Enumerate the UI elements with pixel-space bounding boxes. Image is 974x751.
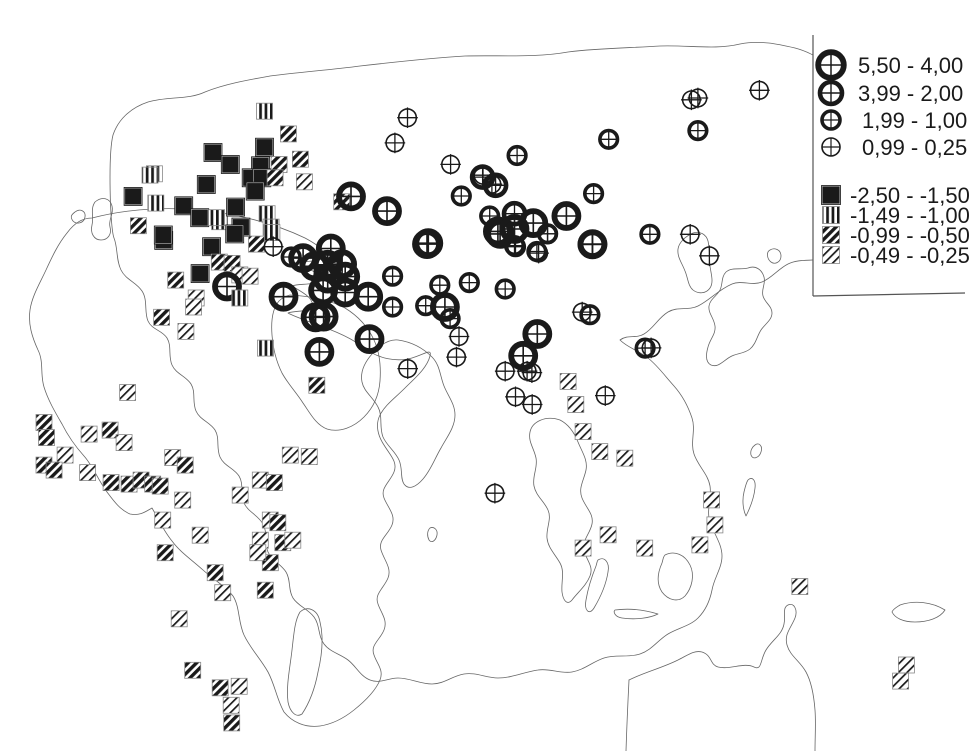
svg-text:-0,49 - -0,25: -0,49 - -0,25	[850, 243, 970, 268]
svg-text:5,50 - 4,00: 5,50 - 4,00	[858, 53, 963, 78]
svg-text:1,99 - 1,00: 1,99 - 1,00	[862, 108, 967, 133]
svg-text:3,99 - 2,00: 3,99 - 2,00	[858, 81, 963, 106]
svg-text:0,99 - 0,25: 0,99 - 0,25	[862, 135, 967, 160]
